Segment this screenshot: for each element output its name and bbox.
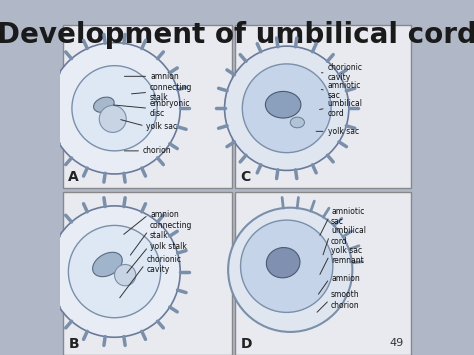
Text: yolk stalk: yolk stalk (150, 242, 187, 251)
Text: A: A (68, 170, 79, 184)
FancyBboxPatch shape (63, 192, 232, 355)
Circle shape (72, 66, 157, 151)
Text: chorion: chorion (143, 146, 172, 155)
Text: yolk sac: yolk sac (328, 127, 359, 136)
Ellipse shape (266, 247, 300, 278)
Circle shape (242, 64, 331, 153)
Ellipse shape (290, 117, 304, 128)
Text: amnion: amnion (150, 210, 179, 219)
Ellipse shape (265, 92, 301, 118)
Text: connecting
stalk: connecting stalk (150, 83, 192, 102)
Ellipse shape (92, 252, 122, 277)
Text: chorionic
cavity: chorionic cavity (146, 255, 182, 274)
Text: amniotic
sac: amniotic sac (331, 207, 365, 226)
FancyBboxPatch shape (63, 25, 232, 188)
Text: amnion: amnion (150, 72, 179, 81)
Text: Development of umbilical cord: Development of umbilical cord (0, 21, 474, 49)
Circle shape (225, 46, 349, 170)
Text: yolk sac: yolk sac (146, 121, 178, 131)
Circle shape (240, 220, 333, 312)
Circle shape (115, 264, 136, 286)
Text: umbilical
cord: umbilical cord (331, 226, 366, 246)
Circle shape (49, 43, 180, 174)
Circle shape (228, 208, 352, 332)
Ellipse shape (93, 97, 114, 112)
Text: 49: 49 (390, 338, 404, 348)
Text: amnion: amnion (331, 274, 360, 283)
Circle shape (99, 105, 126, 132)
Text: amniotic
sac: amniotic sac (328, 81, 361, 100)
Text: embryonic
disc: embryonic disc (150, 99, 191, 118)
Text: B: B (68, 337, 79, 351)
Text: C: C (240, 170, 251, 184)
Circle shape (68, 225, 161, 318)
Text: chorionic
cavity: chorionic cavity (328, 63, 363, 82)
Text: smooth
chorion: smooth chorion (331, 290, 360, 310)
Text: D: D (240, 337, 252, 351)
Text: umbilical
cord: umbilical cord (328, 99, 363, 118)
FancyBboxPatch shape (235, 25, 411, 188)
Text: connecting
stalk: connecting stalk (150, 221, 192, 240)
Text: yolk sac
remnant: yolk sac remnant (331, 246, 364, 265)
FancyBboxPatch shape (235, 192, 411, 355)
Circle shape (49, 206, 180, 337)
